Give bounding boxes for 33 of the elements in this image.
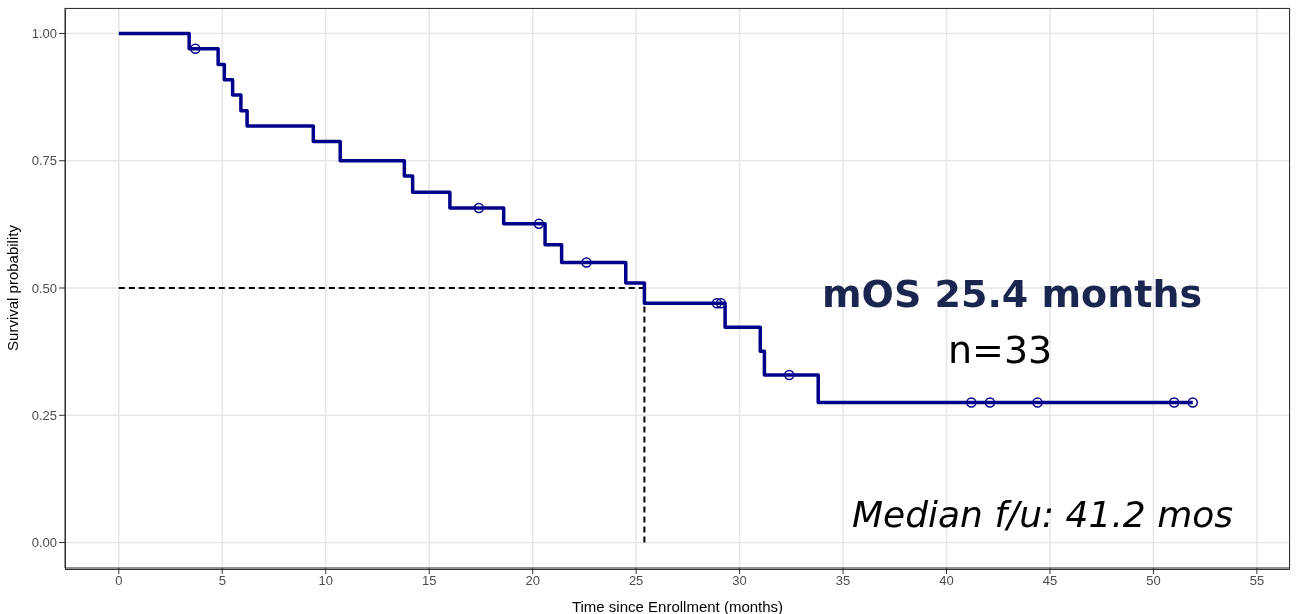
annotation: n=33 — [948, 328, 1053, 372]
point — [1187, 397, 1198, 408]
point — [581, 257, 592, 268]
x-tick-label: 25 — [628, 573, 644, 589]
point — [533, 218, 545, 230]
point — [984, 397, 996, 408]
x-tick-label: 10 — [318, 573, 333, 589]
annotation: mOS 25.4 months — [822, 272, 1203, 316]
x-tick-label: 5 — [218, 573, 226, 589]
point — [715, 298, 727, 309]
point — [783, 369, 795, 381]
x-tick-label: 20 — [525, 573, 540, 589]
point — [966, 397, 977, 408]
x-tick-label: 35 — [835, 573, 851, 589]
x-tick-label: 40 — [939, 573, 954, 589]
x-tick-label: 30 — [732, 573, 747, 589]
x-tick-label: 0 — [115, 573, 123, 589]
x-tick-label: 15 — [421, 573, 437, 589]
y-axis-title: Survival probability — [4, 224, 22, 351]
y-tick-label: 0.25 — [31, 407, 57, 423]
x-tick-label: 45 — [1042, 573, 1058, 589]
y-tick-label: 0.50 — [31, 280, 57, 296]
point — [1168, 397, 1180, 408]
y-tick-label: 0.00 — [31, 535, 57, 551]
y-tick-label: 1.00 — [31, 26, 57, 42]
x-tick-label: 55 — [1249, 573, 1265, 589]
point — [711, 298, 723, 309]
point — [473, 202, 485, 214]
point — [190, 43, 201, 54]
point — [1032, 397, 1043, 408]
y-tick-label: 0.75 — [31, 153, 57, 169]
x-tick-label: 50 — [1146, 573, 1161, 589]
annotation: Median f/u: 41.2 mos — [852, 494, 1234, 535]
